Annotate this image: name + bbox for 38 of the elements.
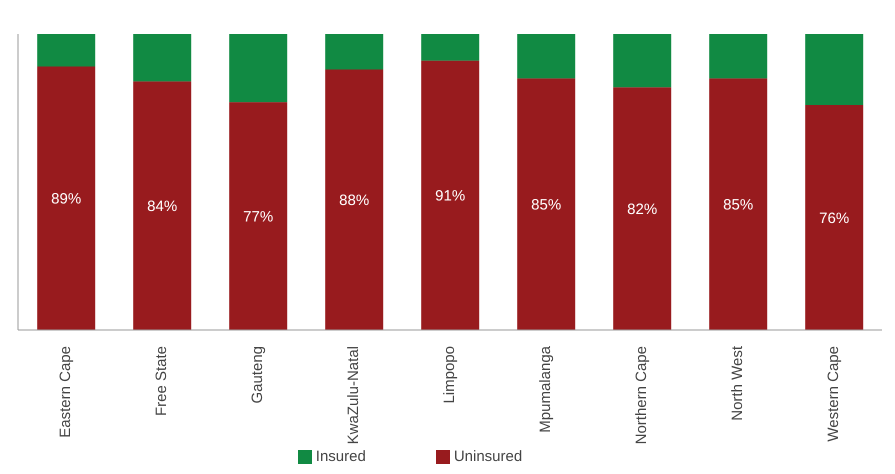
bar <box>229 102 288 330</box>
x-tick-label: Limpopo <box>440 346 458 404</box>
bar <box>133 81 192 330</box>
data-label: 88% <box>339 192 370 210</box>
data-label: 84% <box>147 198 178 216</box>
bar <box>517 78 576 330</box>
data-label: 77% <box>243 208 274 226</box>
x-tick-label: Mpumalanga <box>536 345 554 433</box>
bar <box>613 34 672 88</box>
data-label: 89% <box>51 190 82 208</box>
x-tick-label: Eastern Cape <box>56 346 74 438</box>
data-label: 85% <box>723 196 754 214</box>
data-label: 82% <box>627 200 658 218</box>
bar <box>613 87 672 330</box>
bar <box>37 66 96 330</box>
bar <box>421 60 480 330</box>
x-tick-label: Western Cape <box>824 346 842 442</box>
bar <box>517 34 576 78</box>
x-tick-label: KwaZulu-Natal <box>344 346 362 444</box>
x-tick-label: Gauteng <box>248 346 266 404</box>
bar <box>133 34 192 82</box>
bar <box>709 78 768 330</box>
bar <box>325 70 384 330</box>
bar <box>325 34 384 70</box>
legend-label: Insured <box>316 448 366 465</box>
bar <box>37 34 96 67</box>
x-tick-label: Northern Cape <box>632 346 650 444</box>
x-tick-label: Free State <box>152 346 170 416</box>
x-tick-label: North West <box>728 345 746 421</box>
bar <box>709 34 768 78</box>
data-label: 76% <box>819 210 850 227</box>
bar <box>805 34 864 106</box>
bar <box>805 105 864 330</box>
data-label: 85% <box>531 196 562 214</box>
bar <box>229 34 288 102</box>
legend-label: Uninsured <box>454 448 522 465</box>
bar <box>421 34 480 61</box>
data-label: 91% <box>435 188 466 205</box>
